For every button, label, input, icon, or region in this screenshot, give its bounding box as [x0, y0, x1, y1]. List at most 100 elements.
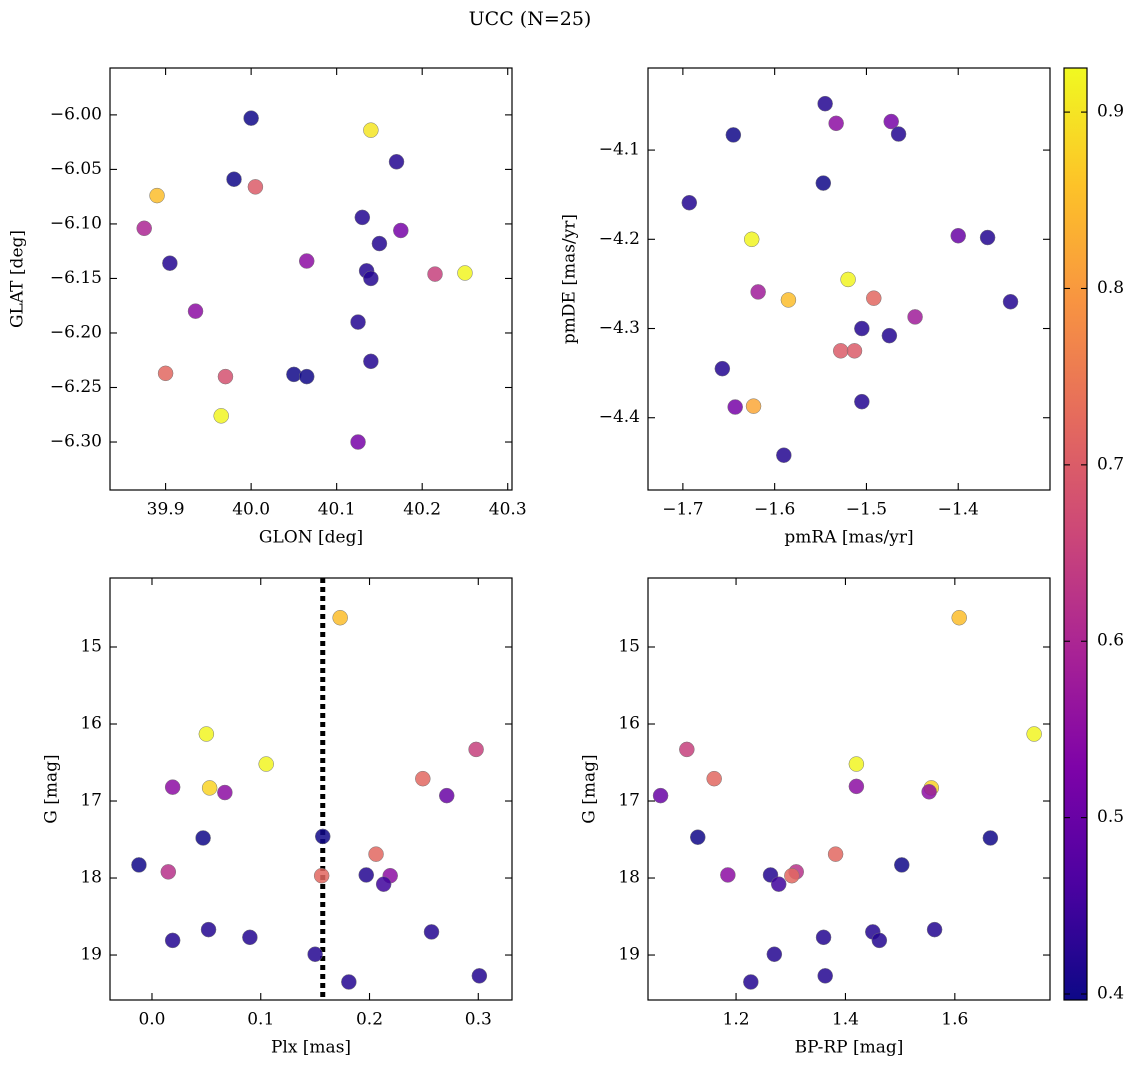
- x-tick-label: 0.2: [356, 1010, 383, 1030]
- star-point: [832, 343, 849, 359]
- x-axis-label: BP-RP [mag]: [795, 1038, 904, 1058]
- star-point: [745, 398, 762, 414]
- star-point: [871, 932, 888, 949]
- colorbar-frame: [1063, 67, 1088, 1001]
- star-point: [247, 179, 264, 195]
- star-point: [457, 265, 473, 281]
- x-tick-label: 0.3: [465, 1010, 492, 1030]
- star-point: [471, 968, 488, 984]
- star-point: [725, 127, 742, 143]
- star-point: [213, 408, 229, 424]
- star-point: [883, 113, 899, 130]
- y-tick-label: 19: [618, 945, 640, 965]
- star-point: [894, 857, 910, 873]
- y-axis-label: pmDE [mas/yr]: [560, 214, 580, 344]
- y-tick-label: −6.25: [50, 377, 102, 397]
- x-axis-label: pmRA [mas/yr]: [784, 528, 913, 548]
- star-point: [881, 327, 898, 344]
- star-point: [714, 360, 731, 377]
- star-point: [828, 115, 844, 132]
- star-point: [468, 741, 484, 758]
- star-point: [951, 609, 967, 626]
- star-point: [681, 194, 698, 211]
- x-tick-label: 40.2: [403, 500, 441, 520]
- star-point: [149, 187, 165, 204]
- x-tick-label: 0.0: [138, 1010, 165, 1030]
- y-tick-label: 16: [618, 714, 640, 734]
- y-axis-label: G [mag]: [42, 754, 62, 823]
- y-tick-label: −6.20: [50, 322, 102, 342]
- star-point: [160, 864, 177, 880]
- star-point: [979, 229, 996, 246]
- x-axis-label: Plx [mas]: [271, 1038, 351, 1058]
- y-tick-label: −6.15: [50, 268, 102, 288]
- star-point: [217, 784, 233, 801]
- star-point: [827, 846, 844, 862]
- star-point: [354, 209, 371, 226]
- star-point: [258, 756, 274, 772]
- y-tick-label: 15: [618, 636, 640, 656]
- star-point: [200, 921, 217, 938]
- star-point: [817, 95, 833, 112]
- y-tick-label: 16: [80, 714, 102, 734]
- x-tick-label: 1.4: [832, 1010, 859, 1030]
- star-point: [201, 780, 218, 796]
- star-point: [363, 270, 379, 287]
- star-point: [815, 175, 832, 191]
- x-tick-label: −1.4: [938, 500, 979, 520]
- star-point: [226, 171, 242, 187]
- y-tick-label: 15: [80, 636, 102, 656]
- star-point: [866, 290, 882, 306]
- x-tick-label: −1.7: [662, 500, 703, 520]
- star-point: [854, 320, 870, 337]
- y-tick-label: −6.00: [50, 104, 102, 124]
- y-tick-label: 17: [618, 791, 640, 811]
- y-tick-label: −4.3: [599, 318, 640, 338]
- star-point: [921, 784, 937, 800]
- plot-frame: [109, 577, 513, 1001]
- star-point: [780, 292, 797, 308]
- figure-title: UCC (N=25): [469, 8, 592, 30]
- star-point: [350, 314, 366, 330]
- y-tick-label: −6.05: [50, 159, 102, 179]
- star-point: [187, 303, 204, 319]
- y-tick-label: −4.4: [599, 407, 640, 427]
- star-point: [848, 778, 865, 795]
- plot-frame: [109, 67, 513, 491]
- x-tick-label: 39.9: [147, 500, 185, 520]
- x-tick-label: 40.1: [318, 500, 356, 520]
- star-point: [750, 284, 766, 300]
- star-point: [770, 876, 787, 892]
- star-point: [131, 857, 147, 873]
- star-point: [368, 846, 384, 862]
- x-tick-label: 40.3: [489, 500, 527, 520]
- star-point: [438, 787, 455, 804]
- y-axis-label: GLAT [deg]: [8, 230, 28, 328]
- x-tick-label: 40.0: [232, 500, 270, 520]
- star-point: [157, 365, 174, 382]
- star-point: [375, 876, 392, 892]
- star-point: [307, 946, 323, 963]
- star-point: [332, 609, 348, 626]
- star-point: [243, 110, 259, 126]
- star-point: [784, 867, 800, 884]
- y-tick-label: 18: [618, 868, 640, 888]
- star-point: [242, 929, 258, 946]
- colorbar-tick-label: 0.7: [1097, 454, 1124, 474]
- colorbar-tick-label: 0.9: [1097, 102, 1124, 122]
- star-point: [679, 741, 695, 758]
- star-point: [652, 787, 669, 804]
- x-tick-label: −1.5: [846, 500, 887, 520]
- colorbar-tick-label: 0.8: [1097, 278, 1124, 298]
- star-point: [854, 393, 870, 410]
- star-point: [363, 122, 379, 138]
- y-tick-label: 17: [80, 791, 102, 811]
- star-point: [846, 343, 863, 359]
- star-point: [1002, 294, 1019, 310]
- star-point: [341, 974, 357, 990]
- star-point: [727, 399, 743, 415]
- star-point: [907, 309, 923, 325]
- star-point: [926, 921, 943, 938]
- star-point: [950, 227, 966, 244]
- star-point: [393, 222, 409, 239]
